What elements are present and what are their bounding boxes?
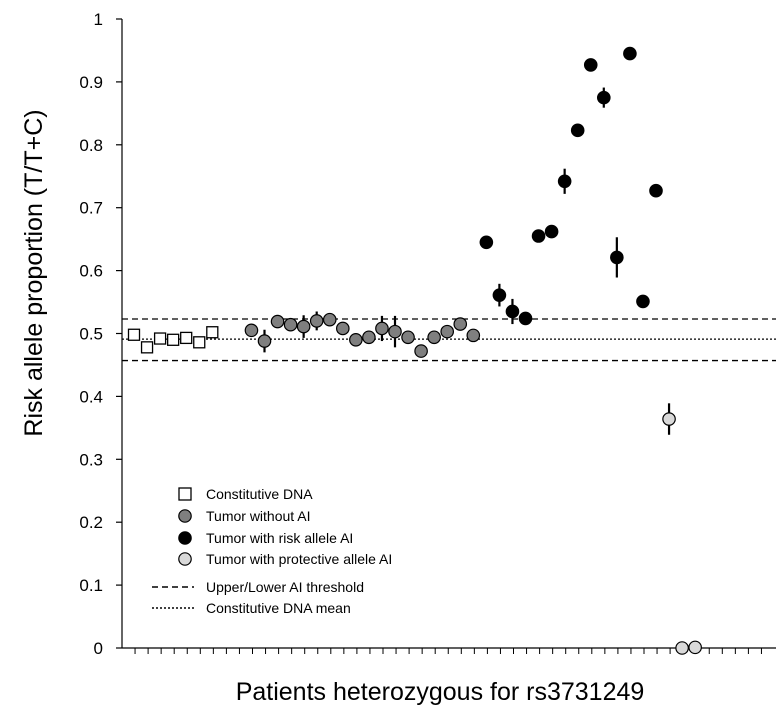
- data-point: [570, 123, 585, 138]
- axes: 0 0.1 0.2 0.3 0.4 0.5 0.6 0.7 0.8 0.9 1: [79, 10, 776, 658]
- data-point: [283, 317, 298, 332]
- legend-label: Upper/Lower AI threshold: [206, 579, 364, 595]
- data-point: [414, 344, 428, 358]
- legend-marker: [178, 552, 192, 566]
- data-point: [662, 412, 676, 426]
- data-point: [610, 250, 624, 265]
- legend-marker: [178, 531, 192, 545]
- data-point: [193, 336, 206, 349]
- y-tick-label: 0.4: [79, 387, 103, 406]
- y-tick-label: 1: [94, 10, 103, 29]
- data-point: [153, 332, 167, 345]
- data-point: [544, 224, 559, 239]
- data-point: [596, 90, 611, 105]
- data-point: [388, 324, 402, 339]
- data-point: [675, 641, 689, 655]
- data-point: [375, 321, 389, 336]
- data-point: [257, 334, 272, 348]
- data-point: [401, 330, 415, 345]
- data-point: [505, 304, 520, 319]
- data-point: [518, 311, 533, 326]
- y-tick-label: 0.5: [79, 325, 103, 344]
- y-tick-label: 0.6: [79, 262, 103, 281]
- y-tick-label: 0.8: [79, 136, 103, 155]
- data-point: [309, 314, 324, 328]
- reference-lines: [122, 318, 776, 362]
- data-point: [180, 331, 193, 345]
- y-tick-label: 0.9: [79, 73, 103, 92]
- legend-marker: [178, 487, 192, 501]
- data-point: [623, 46, 637, 61]
- data-point: [270, 314, 285, 329]
- data-point: [166, 333, 180, 346]
- y-axis-title: Risk allele proportion (T/T+C): [20, 109, 48, 436]
- data-point: [140, 341, 154, 354]
- y-tick-label: 0: [94, 639, 103, 658]
- data-point: [557, 174, 572, 189]
- legend-label: Tumor with risk allele AI: [206, 530, 353, 546]
- data-point: [466, 328, 481, 343]
- data-point: [479, 235, 494, 250]
- x-axis-title: Patients heterozygous for rs3731249: [236, 678, 645, 706]
- legend-label: Constitutive DNA: [206, 486, 313, 502]
- data-points: [127, 46, 702, 655]
- data-point: [531, 229, 546, 243]
- data-point: [244, 323, 259, 338]
- data-point: [127, 328, 141, 341]
- data-point: [492, 288, 507, 302]
- legend-label: Tumor with protective allele AI: [206, 551, 392, 567]
- y-tick-label: 0.7: [79, 199, 103, 218]
- data-point: [335, 321, 350, 336]
- data-point: [440, 324, 454, 339]
- data-point: [583, 58, 598, 72]
- data-point: [296, 319, 311, 334]
- data-point: [453, 317, 468, 331]
- y-tick-label: 0.1: [79, 576, 103, 595]
- legend-marker: [178, 509, 192, 523]
- data-point: [322, 312, 337, 327]
- data-point: [362, 330, 376, 345]
- y-tick-label: 0.3: [79, 450, 103, 469]
- data-point: [649, 183, 663, 198]
- legend-label: Tumor without AI: [206, 508, 311, 524]
- y-tick-label: 0.2: [79, 513, 103, 532]
- data-point: [427, 330, 441, 345]
- legend-label: Constitutive DNA mean: [206, 600, 351, 616]
- legend: Constitutive DNA Tumor without AI Tumor wi…: [152, 486, 392, 616]
- data-point: [206, 326, 219, 339]
- data-point: [636, 294, 650, 309]
- data-point: [349, 332, 363, 347]
- data-point: [688, 640, 702, 655]
